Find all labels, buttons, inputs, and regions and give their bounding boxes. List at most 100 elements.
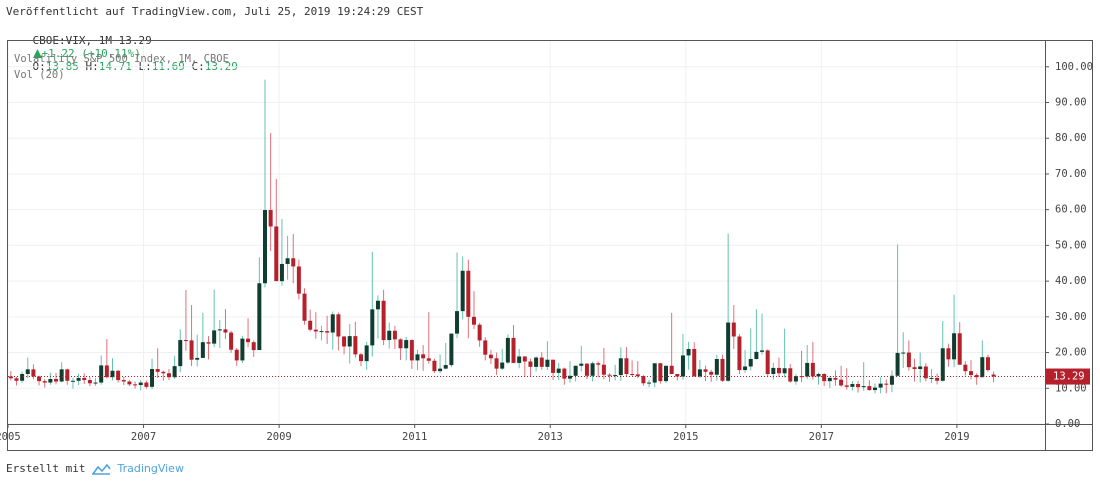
candle-body [889,375,894,385]
candle-body [511,337,516,363]
y-tick-label: 40.00 [1055,275,1087,287]
x-tick-label: 2015 [673,431,698,443]
candle-body [195,357,200,360]
candle-body [782,368,787,374]
candle-body [545,359,550,367]
candle-body [551,359,556,373]
candle-body [539,357,544,367]
y-tick-label: 0.00 [1055,418,1080,430]
candle-body [387,330,392,341]
brand: TradingView [117,462,184,475]
grid [7,40,1045,425]
candle-body [709,371,714,375]
candle-body [720,358,725,381]
candle-body [178,340,183,367]
candle-body [477,324,482,341]
candle-body [325,331,330,333]
candle-body [172,366,177,378]
candle-body [630,373,635,375]
candle-body [692,348,697,377]
candle-body [805,362,810,377]
candle-body [438,368,443,372]
candle-body [788,368,793,382]
candle-body [166,373,171,378]
candle-body [488,354,493,359]
candle-body [534,357,539,367]
y-tick-label: 70.00 [1055,168,1087,180]
candle-body [963,364,968,372]
candle-body [522,356,527,362]
candle-body [8,376,13,379]
candle-body [426,358,431,361]
y-tick-label: 10.00 [1055,382,1087,394]
last-price-box [1046,368,1090,385]
candle-body [923,366,928,379]
frame [7,40,1093,451]
candle-body [884,383,889,385]
candle-body [353,336,358,355]
candle-body [912,367,917,369]
candle-body [82,377,87,381]
candle-body [409,340,414,361]
x-tick-label: 2009 [266,431,291,443]
y-tick-label: 60.00 [1055,204,1087,216]
candle-body [940,348,945,381]
candle-body [212,330,217,344]
candle-body [240,338,245,361]
candle-body [127,381,132,385]
candle-body [455,311,460,334]
candle-body [793,376,798,382]
candle-body [262,210,267,284]
candle-body [680,355,685,377]
candle-body [189,340,194,360]
candle-body [31,369,36,377]
candle-body [381,300,386,341]
candle-body [234,349,239,361]
candle-body [601,364,606,375]
candle-body [816,373,821,377]
candle-body [330,314,335,333]
candle-body [556,368,561,373]
candle-body [116,370,121,381]
candle-body [918,366,923,369]
x-tick-label: 2019 [944,431,969,443]
candle-body [799,376,804,378]
candle-body [969,371,974,376]
x-tick-label: 2007 [131,431,156,443]
candle-body [562,368,567,379]
y-tick-label: 90.00 [1055,97,1087,109]
candle-body [392,330,397,340]
candle-body [144,382,149,387]
candle-body [748,358,753,367]
candle-body [59,369,64,382]
candle-body [104,365,109,378]
candle-body [590,363,595,376]
candle-body [641,376,646,384]
candle-body [901,352,906,354]
candle-body [42,381,47,383]
candle-body [726,322,731,381]
candle-body [296,266,301,294]
candle-body [359,354,364,362]
y-tick-label: 80.00 [1055,132,1087,144]
candle-body [861,386,866,388]
candle-body [150,368,155,387]
candle-body [65,369,70,381]
candle-body [669,365,674,374]
candle-body [364,345,369,362]
candle-body [952,333,957,360]
candle-body [449,333,454,366]
candle-body [929,377,934,379]
candle-body [867,386,872,391]
candle-body [460,270,465,312]
candle-body [268,210,273,227]
candle-body [760,350,765,352]
candle-body [336,314,341,337]
candle-body [133,384,138,386]
candle-body [573,365,578,376]
candle-body [658,363,663,382]
change: +1.22 (+10.11%) [41,47,141,60]
candle-body [37,376,42,382]
candle-body [183,340,188,342]
candle-body [647,382,652,384]
